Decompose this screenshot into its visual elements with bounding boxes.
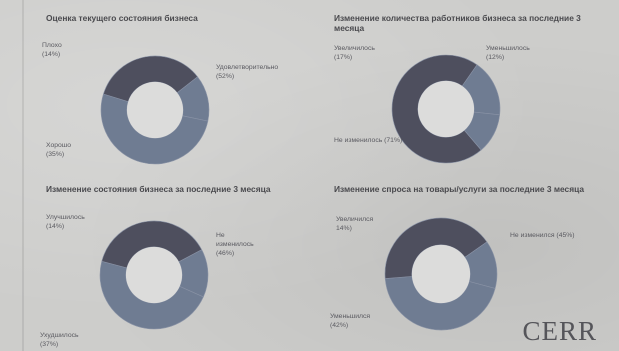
donut-hole [411,244,471,304]
chart-title: Изменение количества работников бизнеса … [334,13,581,33]
slice-label-increased: Увеличился 14%) [336,216,374,232]
slice-label-good: Хорошо (35%) [46,142,72,158]
slice-label-bad: Плохо (14%) [42,42,62,58]
donut-chart [100,55,210,165]
donut-chart [99,220,209,330]
chart-title: Изменение состояния бизнеса за последние… [46,184,271,194]
slice-label-unchanged: Не изменился (45%) [510,232,575,239]
slice-label-decreased: Уменьшилось (12%) [486,45,530,61]
donut-chart [391,54,501,164]
donut-hole [125,246,183,304]
chart-title: Оценка текущего состояния бизнеса [46,13,198,23]
slice-label-unchanged: Не изменилось (71%) [334,137,403,144]
slice-label-satisfactory: Удовлетворительно (52%) [216,64,279,80]
chart-title: Изменение спроса на товары/услуги за пос… [334,184,585,194]
donut-chart [384,217,498,331]
slice-label-increased: Увеличилось (17%) [334,45,375,61]
donut-hole [126,81,184,139]
brand-logo: CERR [522,316,597,346]
donut-hole [417,80,475,138]
slice-label-unchanged: Не изменилось (46%) [216,232,254,257]
slice-label-decreased: Уменьшился (42%) [330,313,371,329]
slice-label-worsened: Ухудшилось (37%) [40,332,79,348]
page-fold [22,0,24,351]
slice-label-improved: Улучшилось (14%) [46,214,85,230]
